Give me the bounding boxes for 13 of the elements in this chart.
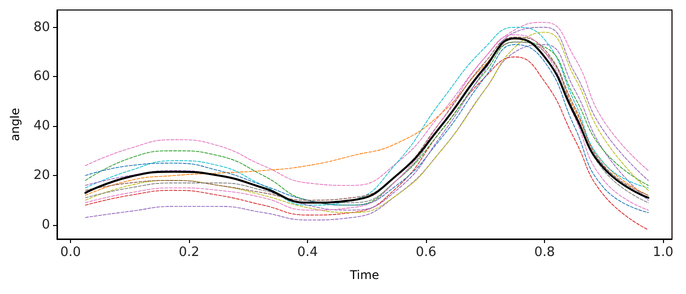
x-tick-label: 0.6 (416, 245, 436, 260)
x-tick-label: 0.8 (534, 245, 555, 260)
y-tick-label: 60 (33, 69, 50, 84)
y-tick-label: 80 (33, 20, 50, 35)
y-tick-label: 20 (33, 168, 50, 184)
x-tick-label: 0.4 (297, 245, 318, 260)
x-tick-label: 0.2 (178, 245, 200, 260)
y-tick-label: 40 (33, 118, 50, 134)
y-tick-label: 0 (42, 217, 50, 232)
x-tick-label: 0.0 (60, 245, 81, 260)
x-axis-title: Time (348, 268, 380, 282)
y-axis-title: angle (8, 108, 22, 142)
x-tick-label: 1.0 (652, 245, 674, 260)
